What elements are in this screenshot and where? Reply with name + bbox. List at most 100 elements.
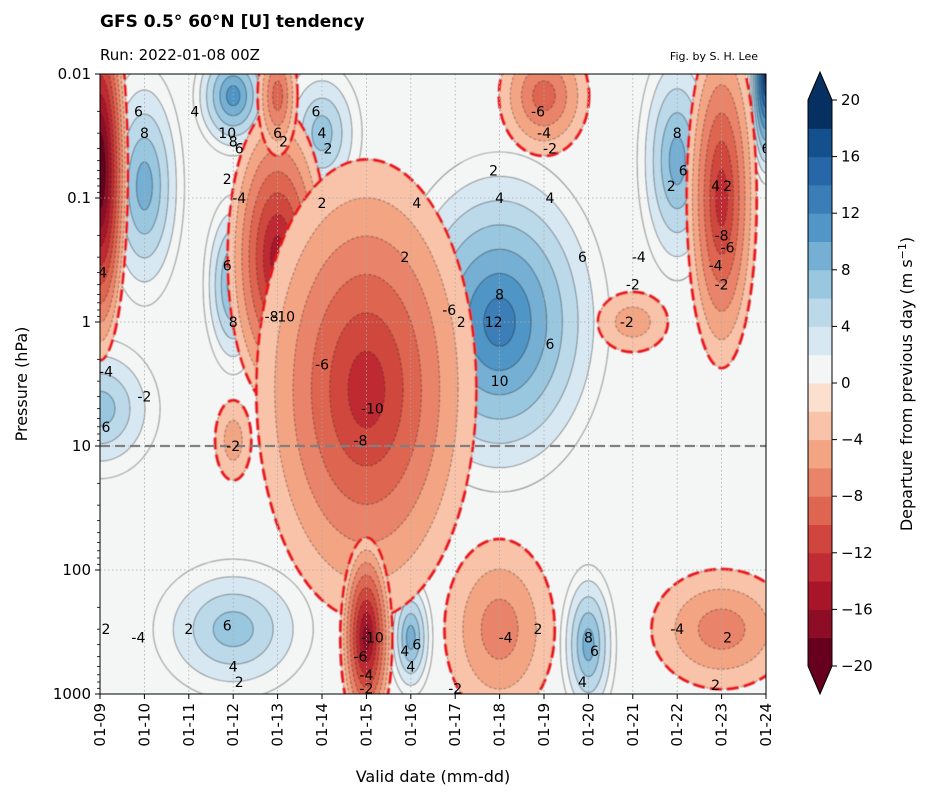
contour-label: 2 bbox=[184, 622, 193, 638]
y-axis-label: Pressure (hPa) bbox=[12, 327, 31, 442]
contour-label: -4 bbox=[670, 622, 684, 638]
y-tick-label: 1000 bbox=[53, 685, 91, 703]
colorbar: −20 −16 −12 −8 −4 0 4 8 12 16 20 bbox=[807, 70, 873, 696]
contour-feature-red-0112-10 bbox=[213, 398, 253, 482]
contour-label: 6 bbox=[546, 337, 555, 353]
contour-band-blue-0109-mid bbox=[100, 390, 116, 427]
x-axis-label: Valid date (mm-dd) bbox=[356, 767, 511, 786]
colorbar-tick-label: −12 bbox=[841, 544, 873, 562]
colorbar-segment bbox=[808, 326, 832, 356]
zero-contour-red-0119-top bbox=[497, 74, 591, 158]
contour-label: 8 bbox=[140, 126, 149, 142]
contour-label: 4 bbox=[229, 659, 238, 675]
contour-label: 4 bbox=[400, 644, 409, 660]
y-axis: 0.01 0.1 1 10 100 1000 bbox=[53, 65, 100, 703]
contour-label: 2 bbox=[457, 315, 466, 331]
zero-contour-red-0121-mid bbox=[596, 290, 670, 354]
colorbar-label-text: Departure from previous day (m s bbox=[897, 259, 916, 531]
contour-label: 2 bbox=[318, 196, 327, 212]
contour-label: 6 bbox=[235, 142, 244, 158]
contour-label: -10 bbox=[272, 309, 295, 325]
y-tick-label: 0.01 bbox=[58, 65, 91, 83]
contour-label: -2 bbox=[359, 681, 373, 697]
contour-label: 2 bbox=[90, 390, 99, 406]
contour-label: -8 bbox=[353, 433, 367, 449]
contour-label: 10 bbox=[491, 374, 509, 390]
colorbar-segment bbox=[808, 609, 832, 639]
colorbar-segment bbox=[808, 524, 832, 554]
contour-label: 2 bbox=[667, 179, 676, 195]
contour-label: 2 bbox=[723, 179, 732, 195]
contour-band-blue-0122 bbox=[668, 136, 686, 185]
contour-label: -2 bbox=[715, 278, 729, 294]
contour-feature-blue-top-right bbox=[747, 74, 766, 185]
contour-label: -6 bbox=[87, 191, 101, 207]
contour-label: 10 bbox=[218, 126, 236, 142]
contour-label: 8 bbox=[229, 315, 238, 331]
contour-label: -4 bbox=[709, 258, 723, 274]
contour-label: -8 bbox=[715, 228, 729, 244]
contour-label: -2 bbox=[626, 278, 640, 294]
contour-label: 6 bbox=[273, 126, 282, 142]
contour-label: -2 bbox=[137, 390, 151, 406]
contour-label: 6 bbox=[102, 420, 111, 436]
colorbar-segment bbox=[808, 241, 832, 271]
contour-label: 8 bbox=[229, 134, 238, 150]
x-tick-label: 01-11 bbox=[180, 703, 198, 747]
x-tick-label: 01-16 bbox=[402, 703, 420, 747]
colorbar-tick-label: 20 bbox=[841, 91, 860, 109]
zero-contour-red-0115-low bbox=[338, 535, 394, 694]
colorbar-tick-label: 4 bbox=[841, 317, 851, 335]
colorbar-segment bbox=[808, 184, 832, 214]
contour-label: 4 bbox=[406, 659, 415, 675]
colorbar-segment bbox=[808, 411, 832, 441]
contour-label: -4 bbox=[537, 126, 551, 142]
y-tick-label: 1 bbox=[81, 313, 91, 331]
contour-label: 2 bbox=[324, 142, 333, 158]
x-tick-label: 01-21 bbox=[624, 703, 642, 747]
zero-contour-red-0109-top bbox=[100, 74, 130, 362]
y-tick-label: 0.1 bbox=[67, 189, 91, 207]
contour-label: 6 bbox=[312, 104, 321, 120]
colorbar-segment bbox=[808, 354, 832, 384]
y-tick-label: 100 bbox=[62, 561, 91, 579]
colorbar-segment bbox=[808, 581, 832, 610]
colorbar-tick-label: −4 bbox=[841, 431, 863, 449]
contour-feature-red-0123-low bbox=[650, 567, 766, 691]
x-axis: 01-09 01-10 01-11 01-12 01-13 01-14 01-15 01-16… bbox=[91, 694, 775, 747]
contour-label: 8 bbox=[584, 630, 593, 646]
contour-band-blue-0112-low bbox=[212, 611, 254, 647]
contour-label: 6 bbox=[578, 250, 587, 266]
contour-band-blue-0116-low bbox=[406, 625, 416, 650]
plot-frame bbox=[99, 73, 767, 695]
colorbar-segment bbox=[808, 128, 832, 158]
contour-label: -6 bbox=[353, 650, 367, 666]
gridlines bbox=[100, 74, 766, 694]
x-tick-label: 01-23 bbox=[713, 703, 731, 747]
contour-label: -2 bbox=[620, 315, 634, 331]
contour-label: 2 bbox=[279, 134, 288, 150]
colorbar-label-superscript: −1 bbox=[896, 243, 909, 259]
contour-label: 2 bbox=[489, 163, 498, 179]
contour-label: 4 bbox=[318, 126, 327, 142]
contour-feature-blue-0120-low bbox=[560, 564, 617, 694]
contour-label: 6 bbox=[223, 258, 232, 274]
contour-label: -2 bbox=[448, 681, 462, 697]
contour-label: 6 bbox=[762, 142, 771, 158]
contour-label: 6 bbox=[590, 644, 599, 660]
contour-label: 4 bbox=[546, 191, 555, 207]
contour-label: 6 bbox=[134, 104, 143, 120]
colorbar-segment bbox=[808, 269, 832, 299]
contour-feature-red-0115-low bbox=[338, 535, 394, 694]
colorbar-tick-label: 16 bbox=[841, 148, 860, 166]
contour-label: -2 bbox=[543, 142, 557, 158]
colorbar-segment bbox=[808, 100, 832, 129]
contour-label: 2 bbox=[400, 250, 409, 266]
x-tick-label: 01-13 bbox=[269, 703, 287, 747]
colorbar-segment bbox=[808, 156, 832, 186]
figure-credit: Fig. by S. H. Lee bbox=[670, 50, 758, 63]
x-tick-label: 01-19 bbox=[535, 703, 553, 747]
x-tick-label: 01-20 bbox=[579, 703, 597, 747]
colorbar-label-close: ) bbox=[897, 237, 916, 243]
